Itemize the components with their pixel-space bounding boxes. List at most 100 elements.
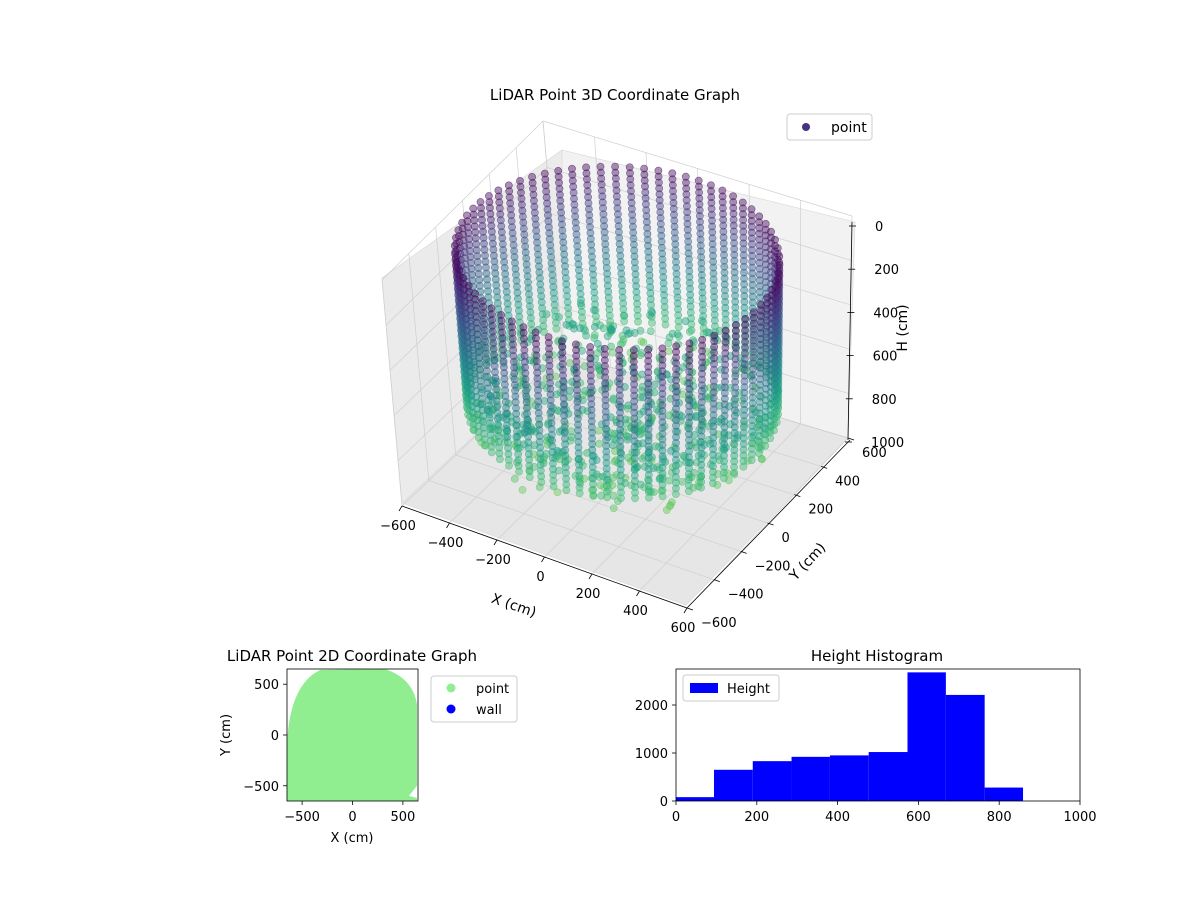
point-3d-2191 bbox=[658, 395, 667, 404]
point-3d-2401 bbox=[561, 451, 570, 460]
y3d-tick-label-0: −600 bbox=[701, 616, 737, 631]
point-3d-1919 bbox=[709, 439, 718, 448]
chart-2d: LiDAR Point 2D Coordinate Graph −500 0 500… bbox=[219, 647, 518, 846]
point-3d-2473 bbox=[587, 400, 596, 409]
point-3d-1822 bbox=[721, 326, 730, 335]
point-3d-2026 bbox=[490, 350, 498, 359]
point-3d-268 bbox=[710, 298, 719, 307]
point-3d-283 bbox=[569, 188, 578, 197]
point-3d-2065 bbox=[685, 413, 693, 422]
point-3d-2244 bbox=[644, 345, 653, 354]
point-3d-2001 bbox=[697, 460, 706, 469]
point-3d-1981 bbox=[698, 347, 706, 356]
point-3d-1664 bbox=[740, 377, 749, 386]
point-3d-1986 bbox=[698, 375, 706, 384]
point-3d-100 bbox=[672, 275, 681, 284]
point-3d-591 bbox=[755, 276, 764, 285]
point-3d-478 bbox=[529, 190, 538, 199]
point-3d-295 bbox=[574, 260, 583, 269]
point-3d-856 bbox=[482, 269, 491, 278]
point-3d-488 bbox=[534, 250, 542, 259]
point-3d-1681 bbox=[564, 409, 573, 418]
point-3d-1845 bbox=[720, 457, 728, 466]
point-3d-1977 bbox=[596, 481, 605, 489]
point-3d-2387 bbox=[559, 371, 567, 380]
point-3d-2230 bbox=[523, 421, 532, 430]
point-3d-851 bbox=[480, 239, 488, 248]
point-3d-315 bbox=[719, 204, 727, 212]
point-3d-1788 bbox=[468, 334, 477, 343]
point-3d-2460 bbox=[575, 477, 584, 486]
histogram-bar-7 bbox=[945, 694, 985, 801]
point-3d-2184 bbox=[658, 355, 667, 364]
point-3d-2218 bbox=[520, 352, 529, 360]
point-3d-16 bbox=[645, 259, 653, 268]
point-3d-314 bbox=[718, 198, 727, 207]
point-3d-2403 bbox=[561, 463, 570, 472]
point-3d-1790 bbox=[468, 346, 477, 355]
point-3d-1990 bbox=[697, 398, 706, 407]
point-3d-1399 bbox=[762, 344, 771, 353]
point-3d-327 bbox=[720, 274, 729, 283]
point-3d-795 bbox=[551, 372, 560, 381]
point-3d-1161 bbox=[523, 402, 532, 411]
point-3d-1900 bbox=[710, 331, 719, 340]
point-3d-18 bbox=[645, 271, 654, 280]
histogram-bar-0 bbox=[676, 797, 714, 801]
point-3d-2037 bbox=[493, 414, 502, 423]
point-3d-516 bbox=[748, 246, 756, 254]
point-3d-1915 bbox=[709, 416, 718, 425]
point-3d-2067 bbox=[685, 424, 693, 433]
point-3d-375 bbox=[729, 209, 738, 218]
point-3d-1077 bbox=[636, 393, 645, 402]
point-3d-421 bbox=[547, 259, 556, 267]
point-3d-592 bbox=[755, 282, 764, 291]
y3d-tick-6 bbox=[847, 437, 855, 441]
point-3d-3 bbox=[641, 182, 649, 191]
point-3d-328 bbox=[720, 280, 729, 289]
point-3d-2033 bbox=[492, 391, 501, 400]
point-3d-2480 bbox=[588, 440, 597, 449]
point-3d-562 bbox=[524, 284, 533, 293]
point-3d-2379 bbox=[617, 488, 625, 497]
point-3d-260 bbox=[709, 251, 717, 260]
point-3d-2109 bbox=[504, 455, 513, 464]
point-3d-2394 bbox=[560, 411, 569, 420]
point-3d-26 bbox=[648, 318, 656, 327]
point-3d-927 bbox=[474, 264, 483, 272]
point-3d-2261 bbox=[644, 442, 653, 451]
histogram-legend: Height bbox=[682, 674, 780, 702]
point-3d-2193 bbox=[658, 406, 667, 415]
point-3d-5 bbox=[641, 194, 650, 203]
point-3d-409 bbox=[542, 187, 551, 196]
hist-x-tick-label-5: 1000 bbox=[1063, 810, 1096, 825]
point-3d-1958 bbox=[486, 425, 495, 433]
point-3d-94 bbox=[671, 240, 680, 249]
point-3d-1916 bbox=[709, 422, 718, 431]
point-3d-127 bbox=[617, 269, 626, 278]
point-3d-1657 bbox=[741, 337, 749, 346]
point-3d-701 bbox=[495, 198, 504, 207]
point-3d-436 bbox=[555, 313, 563, 321]
point-3d-1398 bbox=[762, 339, 771, 347]
point-3d-1989 bbox=[697, 392, 706, 401]
point-3d-123 bbox=[616, 245, 624, 254]
point-3d-633 bbox=[513, 288, 522, 297]
point-3d-71 bbox=[631, 264, 639, 273]
point-3d-772 bbox=[487, 227, 496, 236]
point-3d-1429 bbox=[717, 415, 726, 423]
point-3d-2458 bbox=[575, 466, 583, 475]
point-3d-481 bbox=[530, 208, 539, 217]
point-3d-629 bbox=[511, 264, 520, 273]
point-3d-278 bbox=[646, 311, 654, 320]
point-3d-153 bbox=[685, 273, 694, 281]
point-3d-1485 bbox=[756, 340, 765, 349]
point-3d-2298 bbox=[537, 478, 546, 486]
point-3d-2028 bbox=[490, 362, 499, 371]
point-3d-626 bbox=[510, 247, 518, 255]
point-3d-2368 bbox=[616, 425, 625, 434]
point-3d-2275 bbox=[532, 345, 541, 354]
point-3d-2207 bbox=[658, 486, 667, 495]
point-3d-955 bbox=[775, 258, 784, 267]
point-3d-2306 bbox=[630, 386, 638, 394]
